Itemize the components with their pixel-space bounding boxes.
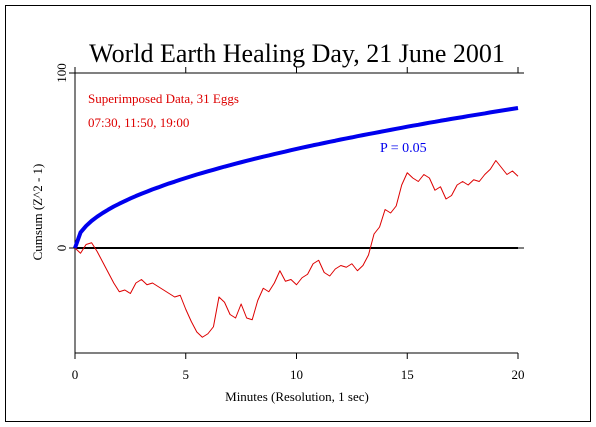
chart-title: World Earth Healing Day, 21 June 2001 bbox=[89, 39, 505, 68]
x-tick-label: 0 bbox=[72, 367, 79, 382]
annotation: 07:30, 11:50, 19:00 bbox=[88, 115, 189, 130]
x-tick-label: 10 bbox=[290, 367, 303, 382]
series-label: P = 0.05 bbox=[380, 141, 427, 156]
y-tick-label: 100 bbox=[54, 63, 69, 83]
y-tick-label: 0 bbox=[54, 245, 69, 252]
data-line bbox=[74, 160, 519, 338]
data-line bbox=[73, 106, 519, 249]
x-tick-label: 5 bbox=[183, 367, 190, 382]
x-tick-label: 15 bbox=[401, 367, 414, 382]
y-axis-label: Cumsum (Z^2 - 1) bbox=[30, 164, 45, 261]
frame bbox=[5, 5, 591, 422]
x-axis-label: Minutes (Resolution, 1 sec) bbox=[225, 389, 369, 404]
series-label: Superimposed Data, 31 Eggs bbox=[88, 91, 239, 106]
x-tick-label: 20 bbox=[512, 367, 525, 382]
